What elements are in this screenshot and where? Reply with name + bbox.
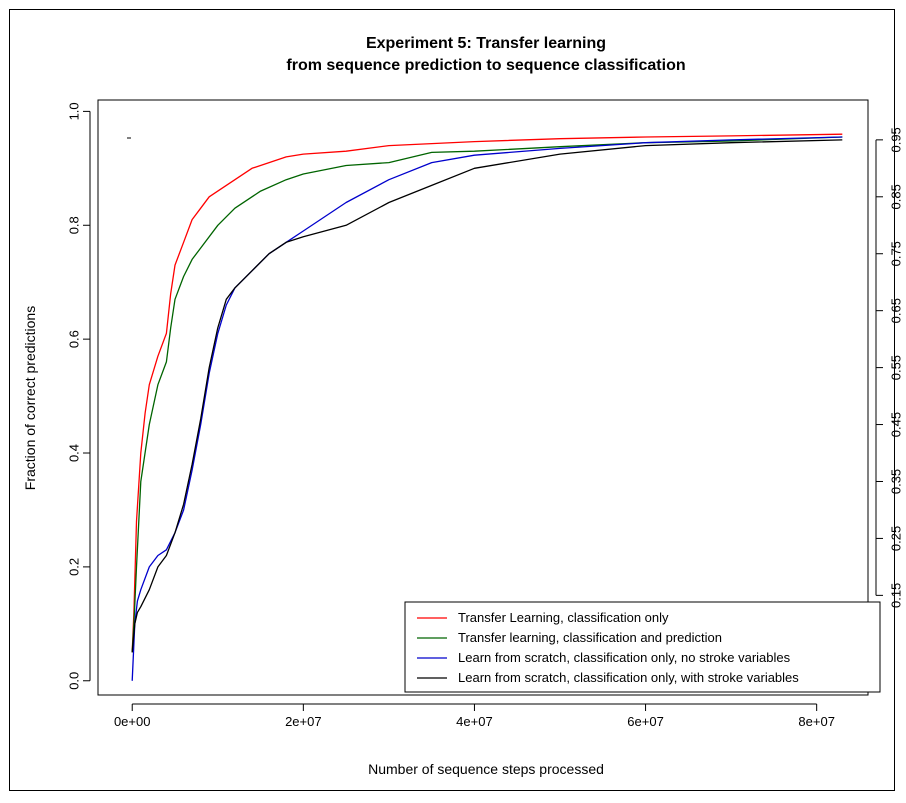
y-tick-label: 0.2	[66, 558, 81, 576]
plot-box	[97, 99, 869, 696]
right-tick-label: 0.75	[888, 241, 903, 266]
right-tick-label: 0.95	[888, 127, 903, 152]
y-tick-label: 0.8	[66, 216, 81, 234]
legend: Transfer Learning, classification only Tr…	[404, 601, 881, 693]
y-axis: 0.0 0.2 0.4 0.6 0.8 1.0	[66, 102, 91, 690]
right-tick-label: 0.15	[888, 583, 903, 608]
chart-subtitle: from sequence prediction to sequence cla…	[286, 57, 685, 74]
chart-title: Experiment 5: Transfer learning	[366, 35, 606, 52]
series-line-1	[131, 133, 843, 653]
legend-label-4: Learn from scratch, classification only,…	[458, 670, 799, 685]
right-tick-label: 0.85	[888, 184, 903, 209]
y-tick-label: 0.6	[66, 330, 81, 348]
series-line-4	[131, 139, 843, 653]
y-tick-label: 0.0	[66, 672, 81, 690]
y-tick-label: 1.0	[66, 102, 81, 120]
legend-label-2: Transfer learning, classification and pr…	[458, 630, 722, 645]
legend-box	[404, 601, 881, 693]
y-axis-label: Fraction of correct predictions	[22, 306, 38, 490]
right-tick-label: 0.35	[888, 469, 903, 494]
x-tick-label: 2e+07	[285, 714, 322, 729]
x-tick-label: 8e+07	[798, 714, 835, 729]
right-axis: 0.15 0.25 0.35 0.45 0.55 0.65 0.75 0.85 0.95	[875, 127, 903, 608]
legend-label-1: Transfer Learning, classification only	[458, 610, 669, 625]
figure-frame	[9, 9, 895, 791]
x-axis: 0e+00 2e+07 4e+07 6e+07 8e+07	[114, 703, 835, 729]
x-axis-label: Number of sequence steps processed	[368, 761, 604, 777]
series-line-2	[131, 136, 843, 653]
right-tick-label: 0.55	[888, 355, 903, 380]
series-layer	[131, 133, 843, 681]
series-line-3	[131, 136, 843, 681]
x-tick-label: 4e+07	[456, 714, 493, 729]
y-tick-label: 0.4	[66, 444, 81, 462]
legend-label-3: Learn from scratch, classification only,…	[458, 650, 791, 665]
right-tick-label: 0.45	[888, 412, 903, 437]
x-tick-label: 6e+07	[627, 714, 664, 729]
right-tick-label: 0.25	[888, 526, 903, 551]
right-tick-label: 0.65	[888, 298, 903, 323]
x-tick-label: 0e+00	[114, 714, 151, 729]
